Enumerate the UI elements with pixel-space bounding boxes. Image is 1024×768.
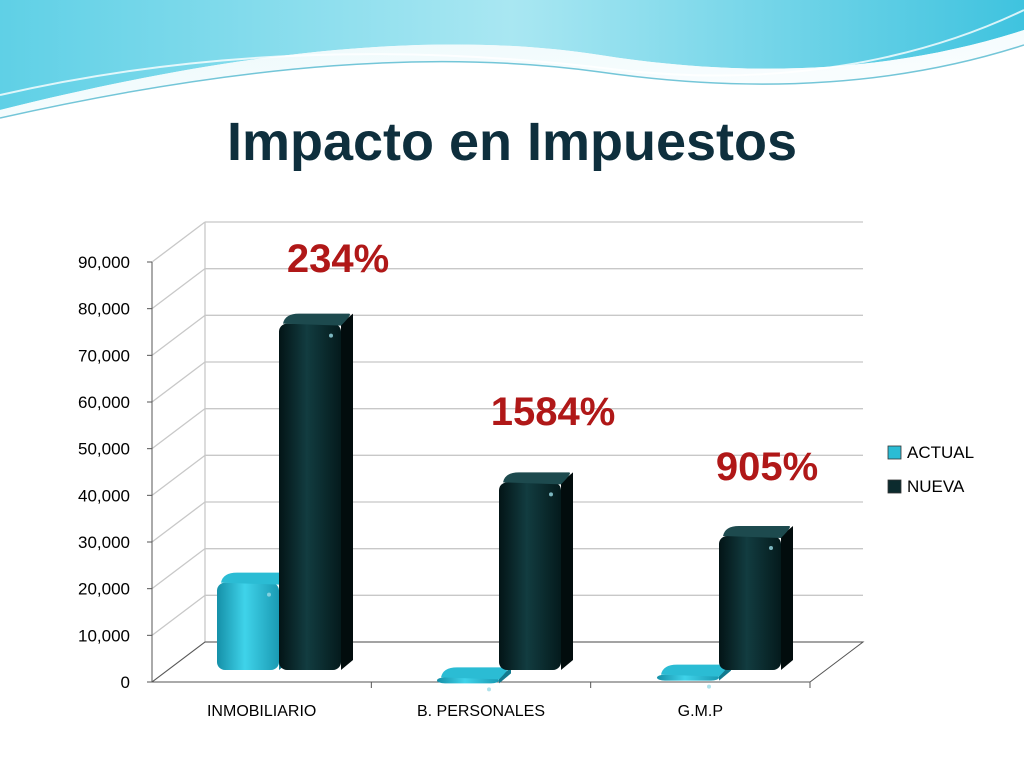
- bar-top: [503, 472, 570, 485]
- gridline-side: [151, 314, 206, 356]
- gridline-side: [151, 408, 206, 450]
- gridline-side: [151, 268, 206, 310]
- bar-front: [279, 323, 341, 670]
- y-tick-label: 70,000: [78, 346, 130, 365]
- bar-actual: [657, 664, 731, 689]
- bar-front: [719, 536, 781, 670]
- y-tick-label: 30,000: [78, 533, 130, 552]
- legend-label: ACTUAL: [907, 443, 974, 462]
- bar-glint: [267, 592, 271, 597]
- x-category-label: INMOBILIARIO: [207, 703, 316, 720]
- bar-top: [283, 313, 350, 326]
- x-category-label: G.M.P: [678, 703, 723, 720]
- slide-title: Impacto en Impuestos: [227, 112, 797, 172]
- bar-top: [661, 664, 728, 677]
- y-tick-label: 60,000: [78, 393, 130, 412]
- y-tick-label: 80,000: [78, 300, 130, 319]
- bar-nueva: [719, 526, 793, 670]
- bar-front: [499, 482, 561, 670]
- bar-front: [657, 674, 719, 681]
- bar-front: [437, 677, 499, 684]
- gridline-side: [151, 548, 206, 590]
- y-tick-label: 0: [121, 673, 130, 692]
- y-tick-label: 50,000: [78, 440, 130, 459]
- bar-glint: [487, 687, 491, 692]
- bar-top: [221, 572, 288, 585]
- bar-actual: [437, 667, 511, 692]
- y-tick-label: 40,000: [78, 486, 130, 505]
- x-category-label: B. PERSONALES: [417, 703, 545, 720]
- bar-side: [341, 313, 353, 670]
- gridline-side: [151, 221, 206, 263]
- legend: ACTUAL NUEVA: [887, 443, 974, 496]
- bar-glint: [549, 492, 553, 497]
- bar-side: [561, 472, 573, 670]
- wave-decoration: [0, 0, 1024, 119]
- percent-annotation: 905%: [716, 445, 818, 489]
- gridline-side: [151, 501, 206, 543]
- bar-top: [441, 667, 508, 680]
- gridline-side: [151, 361, 206, 403]
- percent-annotation: 1584%: [491, 390, 616, 434]
- bar-glint: [329, 333, 333, 338]
- bar-glint: [707, 684, 711, 689]
- bar-front: [217, 582, 279, 670]
- bar-nueva: [499, 472, 573, 670]
- legend-swatch: [887, 479, 902, 494]
- legend-label: NUEVA: [907, 477, 965, 496]
- y-tick-label: 90,000: [78, 253, 130, 272]
- bar-glint: [769, 546, 773, 550]
- bar-side: [499, 667, 511, 684]
- bar-side: [781, 526, 793, 670]
- bar-chart: 0 10,000 20,000 30,000 40,000 50,000 60,000 70,…: [78, 221, 974, 720]
- percent-annotation: 234%: [287, 237, 389, 281]
- legend-swatch: [887, 445, 902, 460]
- bar-nueva: [279, 313, 353, 670]
- gridline-side: [151, 594, 206, 636]
- y-tick-label: 20,000: [78, 580, 130, 599]
- bar-top: [723, 526, 790, 538]
- gridline-side: [151, 454, 206, 496]
- y-tick-label: 10,000: [78, 626, 130, 645]
